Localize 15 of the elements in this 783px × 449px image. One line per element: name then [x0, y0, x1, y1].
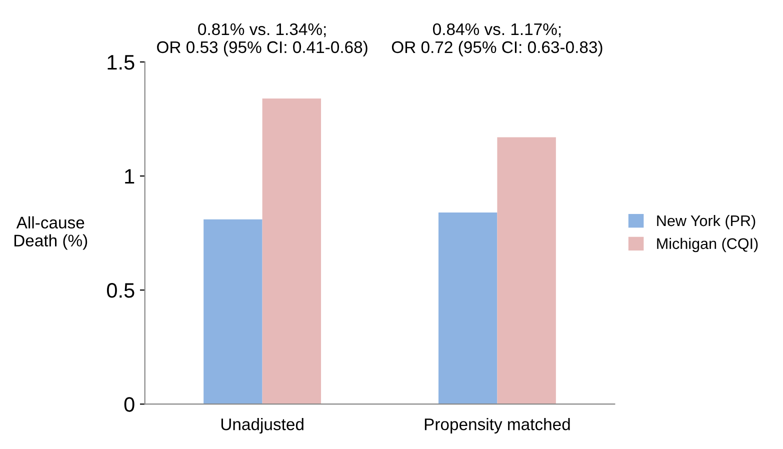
bar	[262, 98, 322, 404]
text: 0.81% vs. 1.34%; OR 0.53 (95% CI: 0.41-0.68)	[157, 23, 368, 56]
x-tick-label: Unadjusted	[221, 418, 304, 434]
y-tick-label: 0.5	[106, 283, 134, 298]
y-tick-label: 1.5	[108, 55, 134, 70]
y-tick-label: 1	[125, 169, 134, 184]
legend-label: New York (PR)	[657, 214, 756, 230]
x-tick-label: Propensity matched	[424, 418, 570, 434]
bar	[497, 137, 556, 404]
text: 0.84% vs. 1.17%; OR 0.72 (95% CI: 0.63-0.83)	[392, 23, 602, 56]
bar	[204, 219, 262, 404]
bar	[438, 212, 498, 404]
y-axis-title: All-cause Death (%)	[14, 216, 88, 250]
y-tick-label: 0	[124, 397, 134, 412]
legend-label: Michigan (CQI)	[657, 238, 758, 252]
